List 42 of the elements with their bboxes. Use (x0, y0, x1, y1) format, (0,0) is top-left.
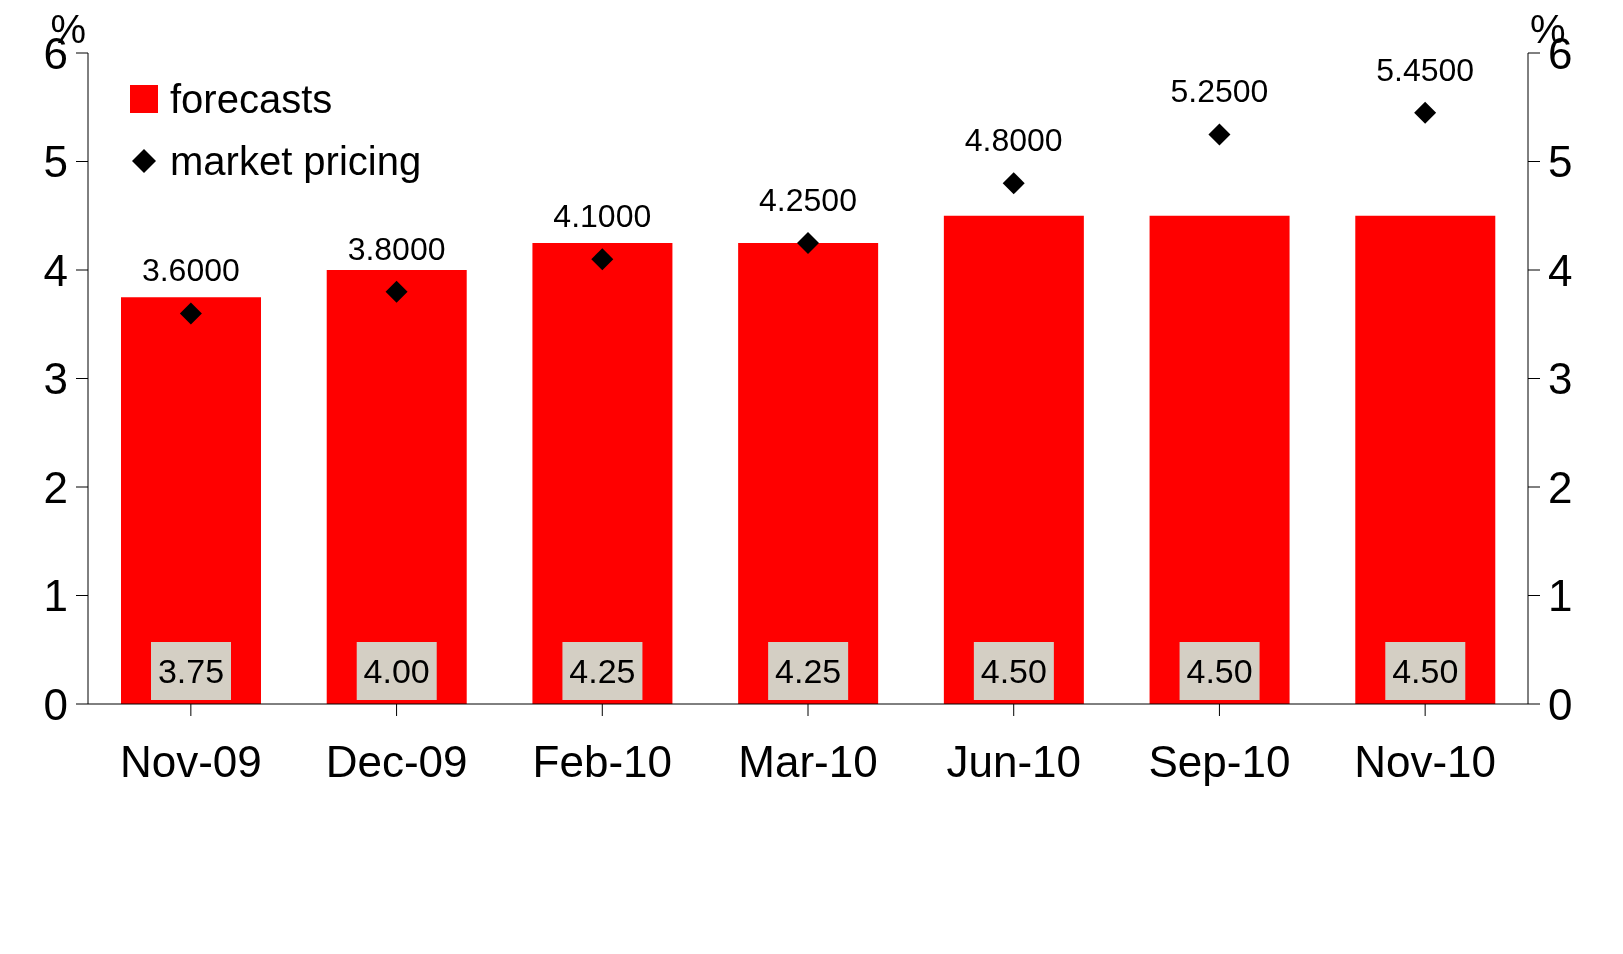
y-tick-label: 3 (43, 354, 68, 404)
y-tick-label: 0 (43, 679, 68, 729)
data-label: 4.00 (363, 652, 430, 690)
point (179, 302, 202, 325)
data-label: 4.50 (1392, 652, 1459, 690)
y-tick-label: 4 (43, 245, 68, 295)
x-tick-label: Nov-09 (119, 737, 262, 787)
y2-tick-label: 3 (1548, 354, 1573, 404)
x-tick-label: Mar-10 (738, 737, 878, 787)
data-label: 4.2500 (759, 181, 857, 218)
x-tick-label: Sep-10 (1148, 737, 1291, 787)
y2-tick-label: 1 (1548, 571, 1573, 621)
data-label: 4.8000 (964, 122, 1063, 159)
x-tick-label: Feb-10 (532, 737, 672, 787)
data-label: 4.50 (980, 652, 1047, 690)
point (1208, 123, 1231, 146)
x-tick-label: Nov-10 (1354, 737, 1497, 787)
y-tick-label: 2 (43, 462, 68, 512)
y2-tick-label: 5 (1548, 137, 1573, 187)
data-label: 5.2500 (1170, 73, 1269, 110)
point (1002, 172, 1025, 195)
point (797, 231, 819, 254)
data-label: 3.8000 (347, 230, 446, 267)
data-label: 4.50 (1186, 652, 1253, 690)
point (1414, 101, 1437, 124)
data-label: 3.75 (157, 652, 225, 690)
y2-tick-label: 0 (1548, 679, 1573, 729)
point (385, 280, 408, 303)
legend-label: market pricing (170, 138, 422, 185)
data-label: 4.25 (569, 652, 636, 690)
y-tick-label: 1 (43, 571, 68, 621)
y2-tick-label: 2 (1548, 462, 1573, 512)
data-label: 4.25 (775, 652, 842, 690)
data-label: 5.4500 (1376, 51, 1475, 88)
legend-label: forecasts (170, 76, 333, 123)
data-label: 3.6000 (141, 252, 240, 289)
point (591, 248, 614, 271)
y2-tick-label: 4 (1548, 245, 1573, 295)
y-tick-label: 5 (43, 137, 68, 187)
x-tick-label: Dec-09 (325, 737, 468, 787)
data-label: 4.1000 (553, 198, 652, 235)
x-tick-label: Jun-10 (946, 737, 1081, 787)
